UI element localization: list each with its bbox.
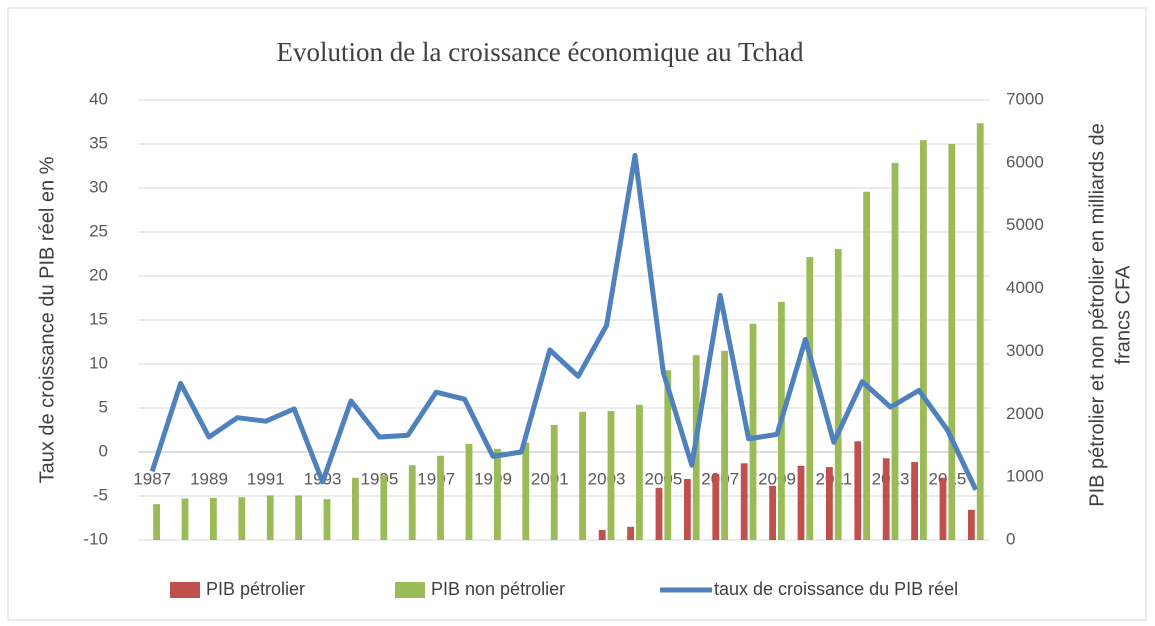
bar — [854, 441, 862, 540]
y-tick-label: -10 — [83, 529, 108, 548]
chart-border — [7, 7, 1147, 621]
bar — [948, 144, 956, 540]
y-tick-label: 5 — [99, 397, 108, 416]
y-tick-label: 25 — [89, 221, 108, 240]
bar — [863, 191, 871, 540]
bar — [664, 370, 672, 540]
y2-tick-label: 6000 — [1006, 152, 1044, 171]
bar — [153, 504, 161, 540]
y2-tick-label: 7000 — [1006, 89, 1044, 108]
bar — [181, 498, 189, 540]
y2-tick-label: 5000 — [1006, 215, 1044, 234]
bar — [408, 465, 416, 540]
bar — [712, 474, 720, 540]
bar — [740, 463, 748, 540]
bar — [920, 140, 927, 540]
bar — [465, 443, 473, 540]
bar — [522, 442, 530, 540]
x-tick-label: 2007 — [701, 469, 739, 488]
y-tick-label: 20 — [89, 265, 108, 284]
x-tick-label: 1995 — [360, 469, 398, 488]
bar — [352, 477, 359, 540]
bar — [607, 411, 615, 540]
y-axis-title: Taux de croissance du PIB réel en % — [36, 156, 58, 483]
y-tick-label: 40 — [89, 89, 108, 108]
x-tick-label: 2001 — [531, 469, 569, 488]
bar — [749, 323, 757, 540]
bar — [769, 485, 776, 540]
bar — [494, 448, 501, 540]
x-tick-label: 1987 — [133, 469, 171, 488]
legend-swatch — [170, 582, 200, 598]
line — [149, 152, 979, 491]
y2-tick-label: 1000 — [1006, 467, 1044, 486]
bar — [882, 458, 890, 540]
x-tick-label: 2015 — [928, 469, 966, 488]
legend-label: PIB non pétrolier — [431, 579, 565, 599]
y-tick-label: 30 — [89, 177, 108, 196]
bar — [323, 499, 331, 540]
bar — [976, 123, 984, 540]
x-tick-label: 1991 — [247, 469, 285, 488]
y-tick-label: 15 — [89, 309, 108, 328]
bar — [550, 424, 558, 540]
x-tick-label: 2013 — [872, 469, 910, 488]
bar — [437, 455, 445, 540]
bar — [721, 350, 729, 540]
y2-axis-title: PIB pétrolier et non pétrolier en millia… — [1086, 123, 1108, 507]
chart-title: Evolution de la croissance économique au… — [277, 37, 804, 67]
x-tick-label: 1997 — [417, 469, 455, 488]
bar — [655, 487, 663, 540]
bar — [825, 467, 833, 540]
bar — [210, 497, 217, 540]
bar — [797, 465, 805, 540]
y-tick-label: -5 — [93, 485, 108, 504]
x-tick-label: 1989 — [190, 469, 228, 488]
bar — [683, 479, 691, 540]
bar — [891, 162, 899, 540]
bar — [627, 526, 634, 540]
y2-tick-label: 3000 — [1006, 341, 1044, 360]
bar — [238, 497, 246, 540]
bar — [834, 248, 842, 540]
bar — [967, 509, 975, 540]
y2-tick-label: 2000 — [1006, 404, 1044, 423]
legend-swatch — [395, 582, 425, 598]
bar — [636, 404, 643, 540]
y-tick-label: 35 — [89, 133, 108, 152]
x-tick-label: 1999 — [474, 469, 512, 488]
bar — [911, 462, 918, 540]
bar — [598, 529, 606, 540]
legend-label: PIB pétrolier — [206, 579, 305, 599]
y-tick-label: 10 — [89, 353, 108, 372]
bar — [295, 495, 303, 540]
bar — [266, 495, 274, 540]
legend-label: taux de croissance du PIB réel — [714, 579, 958, 599]
x-tick-label: 2005 — [644, 469, 682, 488]
y2-tick-label: 0 — [1006, 529, 1015, 548]
bar — [380, 475, 388, 540]
x-tick-label: 2003 — [588, 469, 626, 488]
y2-axis-title: francs CFA — [1112, 265, 1134, 365]
bar — [579, 411, 587, 540]
y2-tick-label: 4000 — [1006, 278, 1044, 297]
bar — [939, 477, 947, 540]
bar — [806, 257, 814, 540]
y-tick-label: 0 — [99, 441, 108, 460]
x-tick-label: 2011 — [816, 469, 853, 488]
x-tick-label: 2009 — [758, 469, 796, 488]
